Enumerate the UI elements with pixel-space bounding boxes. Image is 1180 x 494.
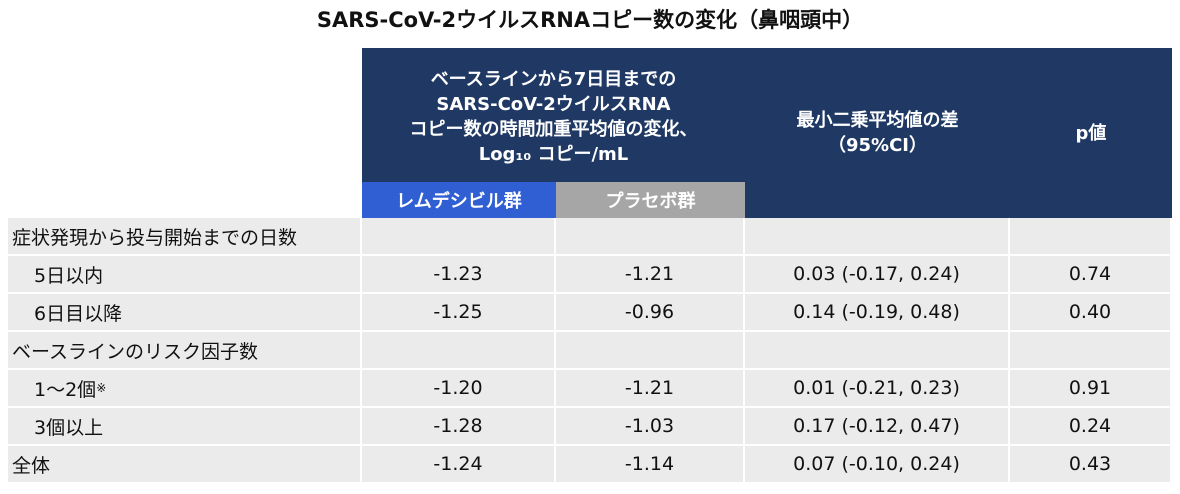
cell-empty bbox=[1010, 218, 1172, 256]
header-line: コピー数の時間加重平均値の変化、 bbox=[409, 119, 698, 140]
cell-empty bbox=[745, 218, 1010, 256]
cell-value: 0.40 bbox=[1010, 294, 1172, 332]
cell-value: 0.01 (-0.21, 0.23) bbox=[745, 370, 1010, 408]
label-text: 症状発現から投与開始までの日数 bbox=[12, 226, 298, 249]
header-diff: 最小二乗平均値の差 （95%CI） bbox=[745, 48, 1010, 218]
cell-empty bbox=[362, 218, 556, 256]
row-label: 全体 bbox=[8, 446, 362, 484]
row-label: 症状発現から投与開始までの日数 bbox=[8, 218, 362, 256]
cell-value: -1.23 bbox=[362, 256, 556, 294]
cell-empty bbox=[745, 332, 1010, 370]
cell-value: 0.24 bbox=[1010, 408, 1172, 446]
header-change: ベースラインから7日目までの SARS-CoV-2ウイルスRNA コピー数の時間加重… bbox=[362, 58, 745, 176]
header-remdesivir: レムデシビル群 bbox=[362, 182, 556, 218]
label-text: ベースラインのリスク因子数 bbox=[12, 340, 259, 363]
cell-value: 0.07 (-0.10, 0.24) bbox=[745, 446, 1010, 484]
cell-empty bbox=[362, 332, 556, 370]
cell-value: -0.96 bbox=[556, 294, 745, 332]
cell-value: -1.28 bbox=[362, 408, 556, 446]
row-label: 3個以上 bbox=[8, 408, 362, 446]
title: SARS-CoV-2ウイルスRNAコピー数の変化（鼻咽頭中） bbox=[316, 8, 864, 32]
cell-value: 0.03 (-0.17, 0.24) bbox=[745, 256, 1010, 294]
label-text: 5日以内 bbox=[34, 264, 104, 287]
row-label: 6日目以降 bbox=[8, 294, 362, 332]
header-line: Log₁₀ コピー/mL bbox=[478, 144, 629, 165]
label-text: 1～2個 bbox=[34, 378, 97, 401]
cell-value: -1.24 bbox=[362, 446, 556, 484]
cell-value: 0.43 bbox=[1010, 446, 1172, 484]
row-label: 5日以内 bbox=[8, 256, 362, 294]
header-line: 最小二乗平均値の差 bbox=[796, 110, 959, 131]
cell-value: -1.14 bbox=[556, 446, 745, 484]
label-text: 全体 bbox=[12, 454, 51, 477]
label-text: 6日目以降 bbox=[34, 302, 123, 325]
cell-value: -1.21 bbox=[556, 256, 745, 294]
cell-empty bbox=[1010, 332, 1172, 370]
header-placebo: プラセボ群 bbox=[556, 182, 745, 218]
cell-empty bbox=[556, 218, 745, 256]
cell-value: -1.25 bbox=[362, 294, 556, 332]
cell-empty bbox=[556, 332, 745, 370]
cell-value: -1.03 bbox=[556, 408, 745, 446]
label-text: 3個以上 bbox=[34, 416, 104, 439]
cell-value: -1.21 bbox=[556, 370, 745, 408]
cell-value: 0.91 bbox=[1010, 370, 1172, 408]
note-mark: ※ bbox=[96, 381, 107, 395]
header-p: p値 bbox=[1075, 122, 1107, 144]
row-label: ベースラインのリスク因子数 bbox=[8, 332, 362, 370]
cell-value: 0.14 (-0.19, 0.48) bbox=[745, 294, 1010, 332]
row-label: 1～2個 ※ bbox=[8, 370, 362, 408]
header-line: （95%CI） bbox=[828, 135, 927, 156]
cell-value: 0.74 bbox=[1010, 256, 1172, 294]
header-line: SARS-CoV-2ウイルスRNA bbox=[436, 94, 671, 115]
cell-value: 0.17 (-0.12, 0.47) bbox=[745, 408, 1010, 446]
cell-value: -1.20 bbox=[362, 370, 556, 408]
header-line: ベースラインから7日目までの bbox=[430, 69, 677, 90]
